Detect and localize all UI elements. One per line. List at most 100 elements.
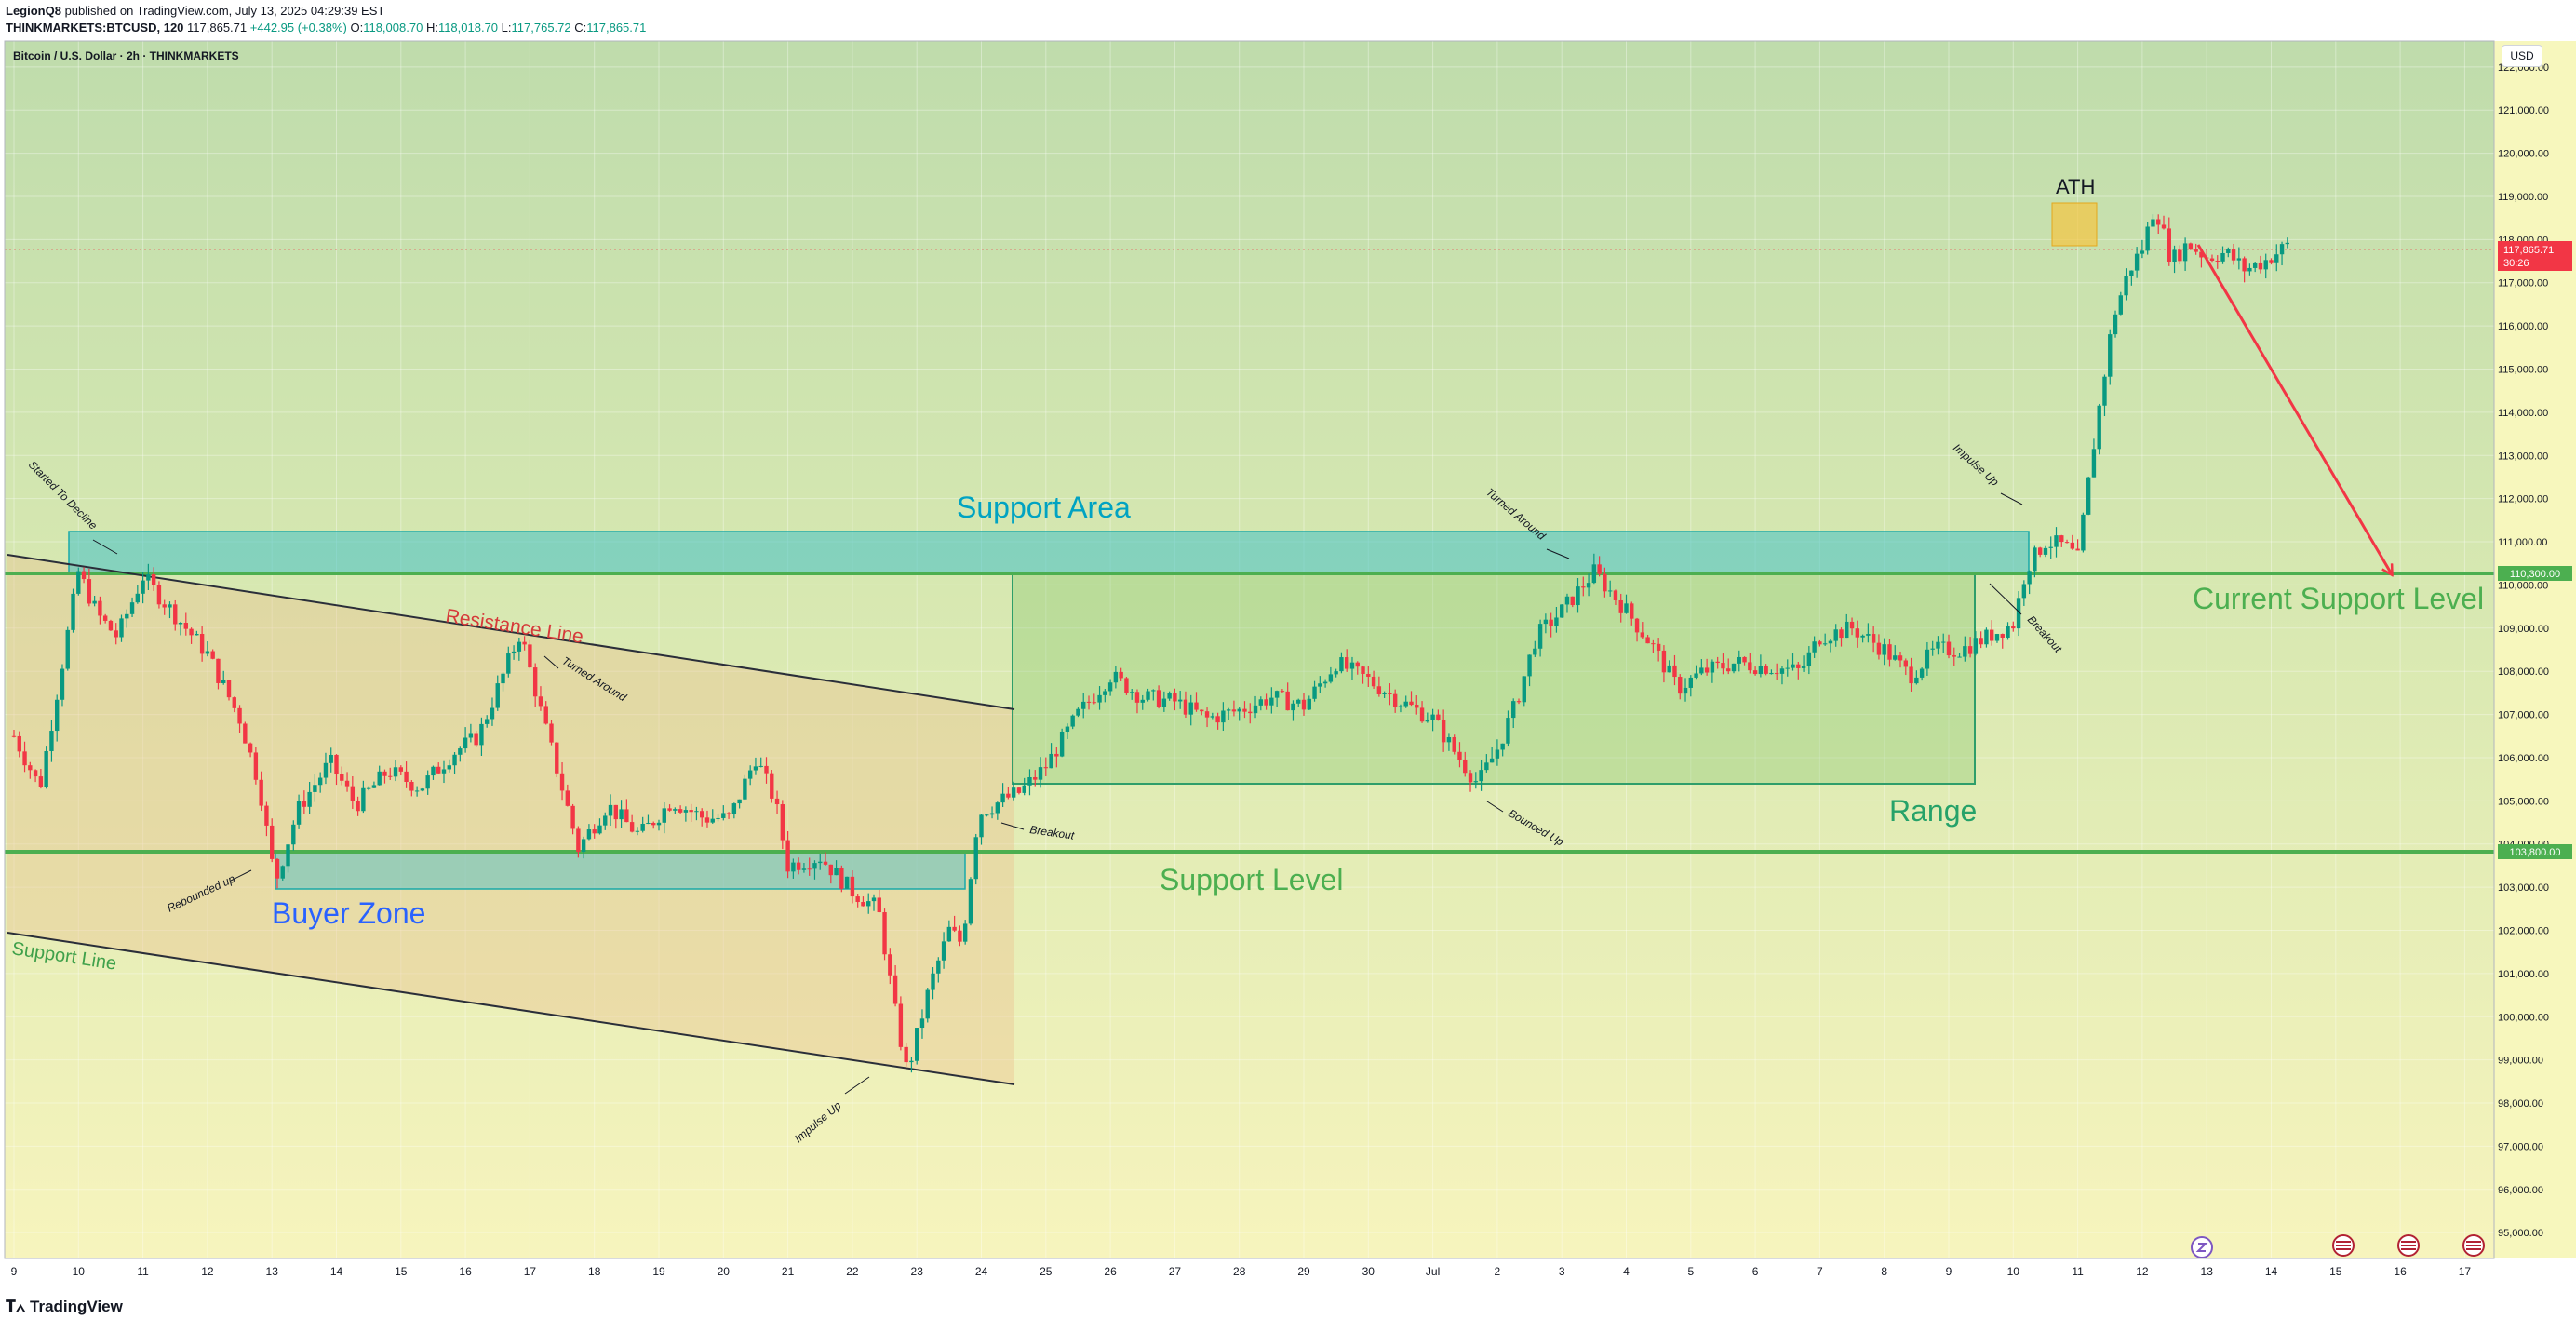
candle-body: [543, 706, 548, 724]
y-tick-label: 102,000.00: [2498, 925, 2549, 936]
candle-body: [1656, 643, 1661, 651]
candle-body: [1963, 646, 1967, 657]
close-label: C:: [574, 20, 587, 34]
x-tick-label: 19: [652, 1265, 665, 1278]
candle-body: [1661, 650, 1667, 673]
author-name[interactable]: LegionQ8: [6, 4, 61, 18]
candle-body: [270, 825, 275, 859]
candle-body: [1022, 785, 1026, 793]
candle-body: [1748, 662, 1752, 671]
candle-body: [1107, 682, 1113, 692]
candle-body: [1967, 646, 1973, 654]
candle-body: [925, 989, 930, 1019]
candle-body: [1812, 641, 1817, 653]
candle-body: [726, 813, 731, 814]
candle-body: [2124, 276, 2128, 296]
candle-body: [156, 585, 162, 605]
candle-body: [1914, 677, 1919, 684]
candle-body: [1704, 667, 1710, 673]
candle-body: [731, 803, 737, 814]
candle-body: [2145, 226, 2150, 251]
annotation-buyer-zone: Buyer Zone: [272, 896, 425, 930]
candle-body: [1274, 691, 1280, 698]
candle-body: [1027, 777, 1032, 786]
candle-body: [1011, 787, 1016, 798]
candle-body: [425, 775, 430, 789]
x-tick-label: 29: [1297, 1265, 1310, 1278]
candle-body: [98, 600, 102, 616]
candle-body: [1307, 698, 1311, 710]
candle-body: [1607, 590, 1613, 592]
candle-body: [286, 844, 290, 867]
x-tick-label: 14: [2265, 1265, 2278, 1278]
candle-body: [1301, 699, 1307, 710]
candle-body: [55, 699, 60, 732]
candle-body: [302, 801, 307, 807]
price-axis[interactable]: 95,000.00 96,000.00 97,000.00 98,000.00 99,0…: [2498, 62, 2549, 1239]
note-arrow: [230, 869, 252, 882]
candle-body: [597, 825, 602, 834]
candle-body: [747, 770, 753, 779]
candle-body: [2027, 571, 2032, 585]
event-icon-us-flag[interactable]: [2397, 1234, 2420, 1257]
candle-body: [1586, 583, 1591, 588]
note-arrow: [1486, 801, 1504, 813]
price-scale-background: [2494, 41, 2576, 1258]
candle-body: [2236, 258, 2242, 261]
support-trendline: [7, 932, 1015, 1085]
symbol-label: THINKMARKETS:BTCUSD, 120: [6, 20, 184, 34]
y-tick-label: 105,000.00: [2498, 796, 2549, 807]
candle-body: [1564, 596, 1570, 605]
candle-body: [919, 1018, 925, 1029]
candle-body: [1140, 699, 1145, 703]
candle-body: [87, 579, 92, 604]
footer: 𝐓∧ TradingView: [0, 1296, 2576, 1319]
candle-body: [1210, 716, 1215, 718]
candle-body: [962, 923, 968, 942]
price-change: +442.95 (+0.38%): [249, 20, 347, 34]
price-chart[interactable]: Support Area Resistance Line Buyer Zone …: [0, 37, 2576, 1296]
candle-body: [313, 785, 317, 792]
candle-body: [183, 622, 188, 629]
candle-body: [2059, 535, 2064, 543]
candle-body: [946, 926, 952, 942]
candle-body: [694, 811, 699, 813]
y-tick-label: 112,000.00: [2498, 494, 2548, 505]
candle-body: [317, 777, 323, 786]
candle-body: [1473, 781, 1478, 783]
x-tick-label: 11: [137, 1265, 149, 1278]
candle-body: [576, 828, 581, 853]
candle-body: [2199, 251, 2204, 258]
candle-body: [1683, 687, 1688, 694]
candle-body: [49, 731, 54, 751]
current-price-value: 117,865.71: [2503, 245, 2554, 256]
currency-button[interactable]: USD: [2502, 45, 2542, 67]
ohlc-line: THINKMARKETS:BTCUSD, 120 117,865.71 +442…: [6, 20, 646, 34]
annotation-support-area: Support Area: [957, 491, 1131, 524]
bar-countdown: 30:26: [2503, 258, 2529, 269]
y-tick-label: 116,000.00: [2498, 321, 2548, 332]
candle-body: [2269, 260, 2274, 263]
candle-body: [710, 818, 715, 823]
event-icon-us-flag[interactable]: [2462, 1234, 2485, 1257]
candle-body: [1903, 660, 1908, 667]
candle-body: [613, 804, 618, 820]
annotation-support-level: Support Level: [1160, 863, 1343, 896]
event-icon-crypto[interactable]: [2191, 1236, 2213, 1258]
candle-body: [936, 960, 941, 974]
candle-body: [915, 1028, 919, 1061]
candle-body: [17, 735, 21, 752]
candle-body: [1200, 709, 1204, 712]
support-area-box: [68, 531, 2030, 574]
x-tick-label: 10: [2007, 1265, 2020, 1278]
tradingview-logo[interactable]: 𝐓∧ TradingView: [6, 1298, 123, 1316]
candle-body: [1376, 686, 1382, 694]
candle-body: [1177, 699, 1183, 702]
time-axis[interactable]: 9 10 11 12 13 14 15 16 17 18 19 20 21 22 23 24 25 26 27 28 2…: [11, 1265, 2472, 1278]
candle-body: [812, 863, 817, 869]
candle-body: [441, 769, 447, 774]
candle-body: [1957, 656, 1962, 658]
candle-body: [2091, 449, 2097, 478]
candle-body: [479, 723, 484, 746]
event-icon-us-flag[interactable]: [2332, 1234, 2355, 1257]
